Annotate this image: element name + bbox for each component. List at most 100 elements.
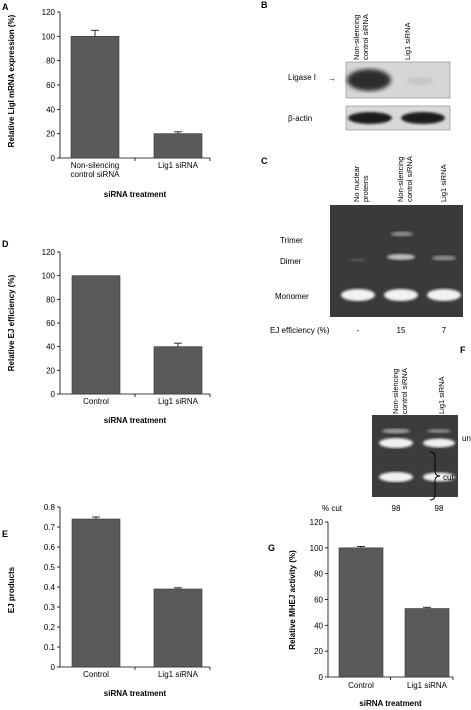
ej-efficiency-value-1: - <box>357 326 360 335</box>
x-axis-label: siRNA treatment <box>104 689 167 698</box>
y-tick-label: 60 <box>46 81 55 90</box>
panel-label-d: D <box>2 239 9 249</box>
gel-c-monomer-band-1 <box>341 289 375 301</box>
panel-label-f: F <box>460 345 466 355</box>
bar-e-1 <box>71 518 121 668</box>
gel-c-col-3-line-1: Lig1 siRNA <box>439 164 448 202</box>
y-tick-label: 20 <box>46 130 55 139</box>
ej-efficiency-value-3: 7 <box>442 326 447 335</box>
y-tick-label: 0.6 <box>44 543 56 552</box>
chart-g: G 0 20 40 60 80 100 120 Control Lig1 siRNA Relati… <box>268 518 454 708</box>
y-tick-label: 40 <box>46 105 55 114</box>
gel-f-col-1-line-2: control siRNA <box>400 368 409 414</box>
y-tick-label: 0.1 <box>44 643 56 652</box>
category-label: control siRNA <box>71 170 121 179</box>
y-tick-label: 0.5 <box>44 563 56 572</box>
y-tick-label: 0.2 <box>44 623 56 632</box>
y-tick-label: 20 <box>46 366 55 375</box>
gel-f-cut-band-1 <box>379 472 413 482</box>
panel-f-gel: F Non-silencing control siRNA Lig1 siRNA… <box>322 345 471 513</box>
y-tick-label: 0.3 <box>44 603 56 612</box>
ej-efficiency-value-2: 15 <box>397 326 406 335</box>
category-label: Non-silencing <box>71 161 119 170</box>
panel-label-a: A <box>2 2 9 12</box>
panel-f-cut-annotation: cut <box>429 451 454 501</box>
y-tick-label: 40 <box>46 343 55 352</box>
category-label: Lig1 siRNA <box>407 681 448 690</box>
y-axis-label: Relative MHEJ activity (%) <box>288 550 297 650</box>
actin-band-control <box>348 112 392 124</box>
chart-d: D 0 20 40 60 80 100 120 Control Lig1 siRNA Relati… <box>2 239 211 425</box>
category-label: Control <box>348 681 374 690</box>
panel-label-c: C <box>261 156 268 166</box>
band-label-trimer: Trimer <box>280 236 303 245</box>
category-label: Lig1 siRNA <box>158 670 199 679</box>
chart-e: E 0 0.1 0.2 0.3 0.4 0.5 0.6 0.7 0.8 Control Lig1 s… <box>2 503 211 698</box>
bar-d-1 <box>71 275 121 395</box>
ligase-band-control <box>347 69 391 91</box>
y-tick-label: 20 <box>314 647 323 656</box>
category-label: Control <box>83 670 109 679</box>
y-tick-label: 120 <box>310 518 324 527</box>
gel-c-monomer-band-3 <box>427 289 461 301</box>
y-tick-label: 80 <box>46 57 55 66</box>
y-tick-label: 0.8 <box>44 503 56 512</box>
gel-f-col-1-line-1: Non-silencing <box>391 369 400 414</box>
gel-f-col-2-line-1: Lig1 siRNA <box>437 376 446 414</box>
row-label-actin: β-actin <box>288 114 312 123</box>
gel-c-col-2-line-2: control siRNA <box>405 156 414 202</box>
blot-col-1-line-1: Non-silencing <box>352 15 361 60</box>
row-label-ligase: Ligase I <box>288 73 316 82</box>
gel-f-cut-band-2 <box>423 472 455 482</box>
gel-c-col-1-line-1: No nuclear <box>352 165 361 202</box>
y-axis-label: Relative LigI mRNA expression (%) <box>7 14 16 147</box>
brace-icon <box>429 451 441 501</box>
y-tick-label: 0 <box>51 154 56 163</box>
ej-efficiency-label: EJ efficiency (%) <box>270 326 330 335</box>
y-tick-label: 80 <box>314 570 323 579</box>
actin-band-sirna <box>401 112 445 124</box>
category-label: Lig1 siRNA <box>158 161 199 170</box>
panel-label-e: E <box>2 529 8 539</box>
band-label-cut: cut <box>443 473 454 482</box>
y-tick-label: 100 <box>42 32 56 41</box>
panel-b-blot: B Non-silencing control siRNA Lig1 siRNA… <box>261 0 451 131</box>
y-tick-label: 100 <box>310 544 324 553</box>
band-label-uncut: uncut <box>462 434 471 443</box>
ligase-band-sirna <box>406 77 434 85</box>
panel-c-gel: C No nuclear proteins Non-silencing cont… <box>261 156 463 335</box>
bar-g-2 <box>404 608 450 678</box>
y-tick-label: 120 <box>42 248 56 257</box>
gel-f-uncut-band-2 <box>423 438 455 448</box>
gel-c-col-2-line-1: Non-silencing <box>396 157 405 202</box>
band-label-dimer: Dimer <box>280 257 302 266</box>
x-axis-label: siRNA treatment <box>104 190 167 199</box>
x-axis-label: siRNA treatment <box>104 416 167 425</box>
y-tick-label: 0 <box>51 663 56 672</box>
y-axis-label: Relative EJ efficiency (%) <box>7 274 16 371</box>
bar-d-2 <box>153 346 203 395</box>
bar-e-2 <box>153 588 203 668</box>
y-tick-label: 60 <box>314 596 323 605</box>
percent-cut-label: % cut <box>322 504 343 513</box>
gel-c-monomer-band-2 <box>384 289 418 301</box>
y-tick-label: 0 <box>319 673 324 682</box>
gel-c-dimer-band-control <box>387 254 415 260</box>
x-axis-label: siRNA treatment <box>359 699 422 708</box>
blot-col-1-line-2: control siRNA <box>361 14 370 60</box>
category-label: Lig1 siRNA <box>158 397 199 406</box>
y-tick-label: 120 <box>42 8 56 17</box>
panel-label-g: G <box>268 543 275 553</box>
y-axis-label: EJ products <box>7 566 16 613</box>
y-tick-label: 0 <box>51 390 56 399</box>
bar-g-1 <box>338 547 384 678</box>
y-tick-label: 60 <box>46 319 55 328</box>
y-tick-label: 0.7 <box>44 523 56 532</box>
y-tick-label: 100 <box>42 272 56 281</box>
y-tick-label: 0.4 <box>44 583 56 592</box>
gel-f-uncut-band-1 <box>379 438 413 448</box>
gel-c-trimer-band <box>391 231 413 237</box>
y-tick-label: 40 <box>314 621 323 630</box>
arrow-icon: → <box>328 74 336 83</box>
